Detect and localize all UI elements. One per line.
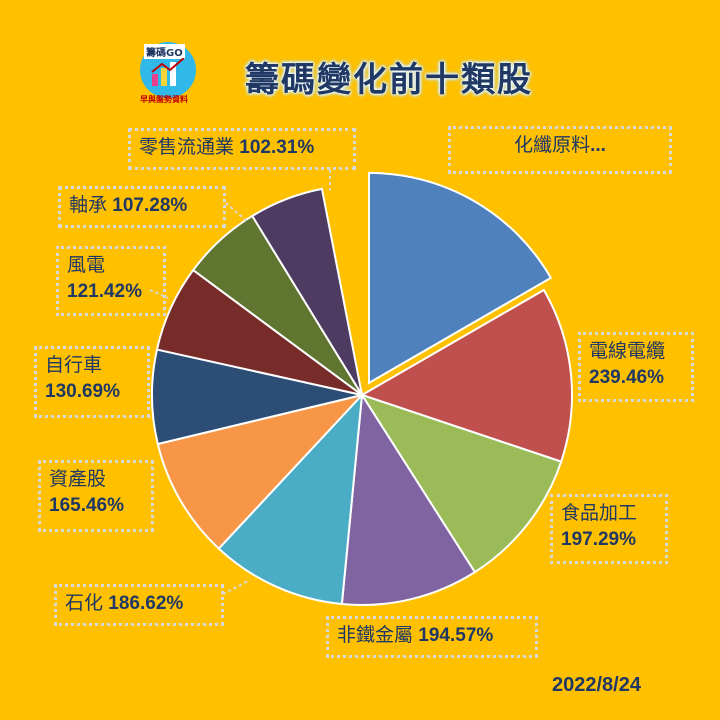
slice-label-0-name: 化纖原料 [514, 135, 591, 156]
slice-label-1-value: 239.46% [589, 367, 665, 388]
slice-label-8-value: 107.28% [112, 195, 188, 216]
chart-trend-icon [151, 58, 185, 86]
logo-badge-text: 籌碼GO [144, 44, 185, 59]
slice-label-7-value: 121.42% [67, 281, 143, 302]
logo: 籌碼GO 早與盤勢資料 [136, 40, 200, 104]
pie-slice-3 [340, 392, 477, 606]
slice-label-9: 零售流通業 102.31% [128, 128, 356, 170]
pie-slice-2 [359, 393, 563, 574]
slice-label-4-value: 186.62% [108, 593, 184, 614]
pie-slice-4 [217, 392, 364, 606]
date-label: 2022/8/24 [552, 674, 641, 696]
slice-label-3-value: 194.57% [418, 625, 494, 646]
slice-label-8: 軸承 107.28% [58, 186, 226, 228]
pie-slice-9 [250, 187, 363, 396]
pie-slice-5 [156, 393, 365, 550]
slice-label-3-name: 非鐵金屬 [337, 625, 414, 646]
pie-slice-0 [368, 171, 553, 385]
slice-label-1: 電線電纜 239.46% [578, 332, 694, 402]
pie-slice-1 [359, 288, 573, 463]
slice-label-2-value: 197.29% [561, 529, 637, 550]
slice-label-6: 自行車 130.69% [34, 346, 150, 418]
slice-label-5: 資產股 165.46% [38, 460, 154, 532]
chart-title: 籌碼變化前十類股 [245, 60, 533, 100]
slice-label-2: 食品加工 197.29% [550, 494, 668, 564]
slice-label-0: 化纖原料... [448, 126, 672, 174]
leader-line-1 [225, 202, 249, 223]
slice-label-0-value: ... [590, 135, 606, 156]
slice-label-9-value: 102.31% [239, 137, 315, 158]
logo-sub-text: 早與盤勢資料 [140, 95, 188, 104]
leader-line-3 [222, 579, 251, 595]
slice-label-2-name: 食品加工 [561, 503, 638, 524]
slice-label-9-name: 零售流通業 [139, 137, 235, 158]
slice-label-4: 石化 186.62% [54, 584, 224, 626]
slice-label-8-name: 軸承 [69, 195, 108, 216]
slice-label-5-value: 165.46% [49, 495, 125, 516]
slice-label-6-value: 130.69% [45, 381, 121, 402]
slice-label-3: 非鐵金屬 194.57% [326, 616, 538, 658]
slice-label-5-name: 資產股 [49, 469, 107, 490]
slice-label-1-name: 電線電纜 [589, 341, 666, 362]
slice-label-4-name: 石化 [65, 593, 104, 614]
slice-label-6-name: 自行車 [45, 355, 103, 376]
slice-label-7: 風電 121.42% [56, 246, 166, 316]
slice-label-7-name: 風電 [67, 255, 106, 276]
